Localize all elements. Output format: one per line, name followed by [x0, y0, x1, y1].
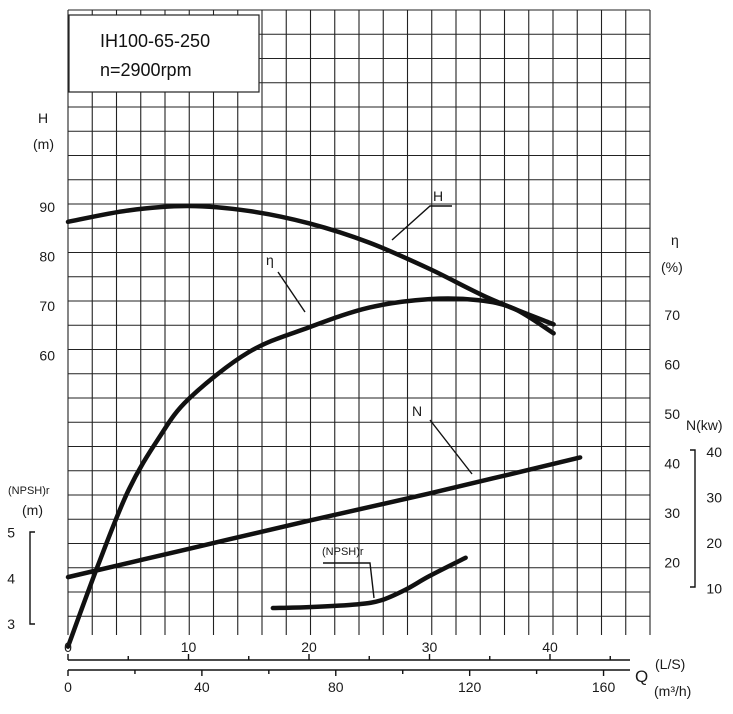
power-axis-bracket	[690, 449, 696, 588]
efficiency-tick-label: 70	[664, 307, 680, 323]
efficiency-tick-labels: 70 60 50 40 30 20	[664, 307, 680, 571]
npsh-curve-label: (NPSH)r	[322, 546, 364, 558]
power-tick-label: 30	[706, 490, 722, 506]
npsh-tick-label: 3	[7, 616, 15, 632]
flow-unit-m3h: (m³/h)	[654, 683, 691, 699]
head-tick-labels: 90 80 70 60	[39, 199, 55, 364]
flow-ls-tick-label: 20	[301, 639, 317, 655]
flow-ticks: 0 10 20 30 40 0 40 80 120 160	[64, 639, 615, 695]
flow-m3h-tick-label: 120	[458, 679, 482, 695]
power-tick-label: 10	[706, 581, 722, 597]
flow-m3h-tick-label: 160	[592, 679, 616, 695]
head-tick-label: 80	[39, 249, 55, 265]
efficiency-tick-label: 30	[664, 505, 680, 521]
npsh-axis-unit: (m)	[22, 502, 43, 518]
head-tick-label: 70	[39, 298, 55, 314]
flow-letter: Q	[635, 667, 648, 686]
power-tick-label: 20	[706, 535, 722, 551]
npsh-axis-letter: (NPSH)r	[8, 485, 50, 497]
efficiency-curve	[65, 296, 556, 649]
npsh-tick-labels: 5 4 3	[7, 525, 15, 632]
efficiency-tick-label: 50	[664, 406, 680, 422]
title-box	[68, 14, 260, 93]
npsh-tick-label: 4	[7, 570, 15, 586]
efficiency-axis-letter: η	[671, 232, 679, 248]
chart-grid	[67, 9, 651, 635]
power-tick-label: 40	[706, 444, 722, 460]
speed-label: n=2900rpm	[100, 60, 192, 80]
efficiency-tick-label: 40	[664, 456, 680, 472]
efficiency-tick-label: 60	[664, 357, 680, 373]
flow-unit-ls: (L/S)	[655, 656, 685, 672]
efficiency-axis-unit: (%)	[661, 259, 683, 275]
flow-ls-tick-label: 10	[181, 639, 197, 655]
npsh-curve-leader	[323, 562, 375, 599]
head-axis-letter: H	[38, 110, 48, 126]
npsh-curve	[270, 555, 468, 611]
model-label: IH100-65-250	[100, 31, 210, 51]
flow-m3h-tick-label: 80	[328, 679, 344, 695]
flow-m3h-tick-label: 0	[64, 679, 72, 695]
efficiency-curve-leader	[277, 271, 306, 313]
power-curve	[65, 455, 583, 580]
head-tick-label: 60	[39, 348, 55, 364]
power-curve-label: N	[412, 403, 422, 419]
flow-ls-tick-label: 0	[64, 639, 72, 655]
flow-ls-tick-label: 40	[542, 639, 558, 655]
npsh-axis-bracket	[29, 531, 35, 625]
head-axis-unit: (m)	[33, 136, 54, 152]
efficiency-tick-label: 20	[664, 555, 680, 571]
flow-ls-tick-label: 30	[422, 639, 438, 655]
head-curve	[65, 203, 556, 327]
head-tick-label: 90	[39, 199, 55, 215]
flow-m3h-tick-label: 40	[194, 679, 210, 695]
power-tick-labels: 40 30 20 10	[706, 444, 722, 597]
performance-curves	[65, 203, 583, 649]
efficiency-curve-label: η	[266, 252, 274, 268]
power-axis-label: N(kw)	[686, 417, 723, 433]
head-curve-label: H	[433, 188, 443, 204]
head-curve-leader	[391, 205, 452, 241]
power-curve-leader	[429, 419, 473, 475]
npsh-tick-label: 5	[7, 525, 15, 541]
